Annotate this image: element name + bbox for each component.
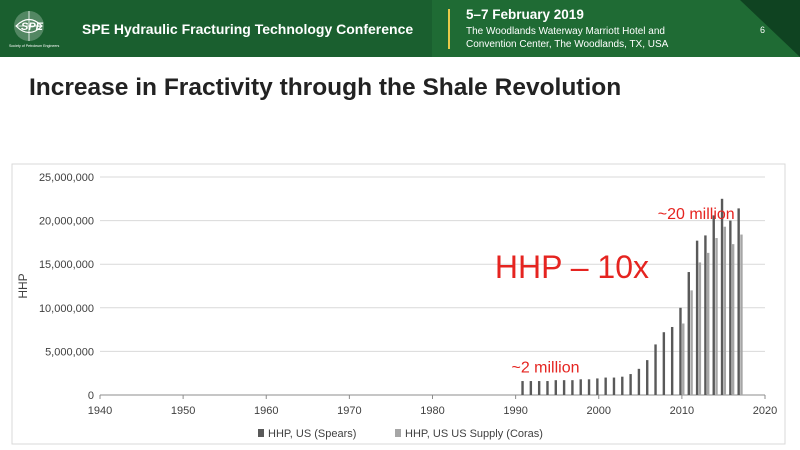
x-tick-label: 1990: [503, 405, 527, 417]
bar-coras: [698, 262, 702, 395]
legend-swatch: [395, 429, 401, 437]
y-tick-label: 20,000,000: [39, 216, 94, 228]
x-tick-label: 1940: [88, 405, 112, 417]
y-tick-label: 0: [88, 390, 94, 402]
header-divider: [448, 9, 450, 49]
venue-line-1: The Woodlands Waterway Marriott Hotel an…: [466, 26, 665, 37]
bar-spears: [729, 220, 732, 395]
slide-page-number: 6: [760, 25, 766, 35]
bar-spears: [704, 235, 707, 395]
y-tick-label: 15,000,000: [39, 259, 94, 271]
bar-spears: [712, 215, 715, 395]
bar-coras: [682, 323, 685, 395]
legend-swatch: [258, 429, 264, 437]
x-tick-label: 2020: [753, 405, 777, 417]
bar-spears: [679, 307, 682, 395]
y-axis-label: HHP: [16, 273, 30, 298]
bar-spears: [596, 378, 599, 395]
spe-logo: SPE Society of Petroleum Engineers: [9, 11, 60, 48]
bar-spears: [695, 240, 699, 395]
x-tick-label: 1970: [337, 405, 361, 417]
bar-spears: [737, 208, 740, 395]
annotation-hhp-10x: HHP – 10x: [495, 249, 649, 285]
bar-spears: [529, 381, 533, 395]
y-tick-label: 25,000,000: [39, 172, 94, 184]
spe-logo-subtext: Society of Petroleum Engineers: [9, 44, 60, 48]
chart-frame: [11, 163, 786, 445]
annotation-label: ~20 million: [658, 206, 735, 223]
bar-spears: [637, 368, 641, 395]
bar-coras: [740, 234, 743, 395]
y-tick-label: 5,000,000: [45, 346, 94, 358]
bar-spears: [654, 344, 657, 395]
bar-coras: [690, 290, 693, 395]
bar-spears: [621, 376, 624, 395]
bar-spears: [687, 272, 690, 395]
x-tick-label: 1950: [171, 405, 195, 417]
legend-label: HHP, US US Supply (Coras): [405, 428, 543, 440]
venue-line-2: Convention Center, The Woodlands, TX, US…: [466, 39, 669, 50]
bar-spears: [612, 377, 616, 395]
bar-coras: [715, 238, 718, 395]
bar-coras: [723, 226, 727, 395]
bar-spears: [662, 332, 666, 395]
annotation-label: ~2 million: [511, 359, 579, 376]
bar-spears: [579, 379, 582, 395]
bar-spears: [571, 380, 574, 395]
bar-spears: [670, 326, 674, 395]
conference-title: SPE Hydraulic Fracturing Technology Conf…: [82, 21, 414, 37]
conference-venue: The Woodlands Waterway Marriott Hotel an…: [466, 25, 696, 51]
bar-spears: [720, 198, 724, 395]
conference-date: 5–7 February 2019: [466, 7, 584, 22]
header-corner-wedge: [740, 0, 800, 57]
slide-title: Increase in Fractivity through the Shale…: [29, 74, 622, 101]
legend-label: HHP, US (Spears): [268, 428, 356, 440]
bar-spears: [629, 374, 632, 395]
chart-container: 0 5,000,000 10,000,000 15,000,000 20,000,000…: [0, 160, 800, 450]
hhp-bar-chart: 0 5,000,000 10,000,000 15,000,000 20,000,000…: [11, 163, 786, 445]
bar-spears: [521, 381, 524, 395]
bar-coras: [731, 244, 735, 395]
x-tick-label: 2000: [587, 405, 611, 417]
bar-spears: [562, 380, 566, 395]
bar-coras: [707, 252, 710, 395]
x-tick-label: 2010: [670, 405, 694, 417]
y-tick-label: 10,000,000: [39, 303, 94, 315]
bar-spears: [537, 381, 541, 395]
bar-spears: [546, 381, 549, 395]
header-banner: SPE Society of Petroleum Engineers SPE H…: [0, 0, 800, 57]
x-tick-label: 1960: [254, 405, 278, 417]
bar-spears: [646, 360, 649, 395]
bar-spears: [587, 379, 591, 395]
bar-spears: [554, 380, 557, 395]
x-tick-label: 1980: [420, 405, 444, 417]
spe-logo-text: SPE: [21, 21, 44, 33]
header-title-panel: [0, 0, 432, 57]
bar-spears: [604, 377, 607, 395]
